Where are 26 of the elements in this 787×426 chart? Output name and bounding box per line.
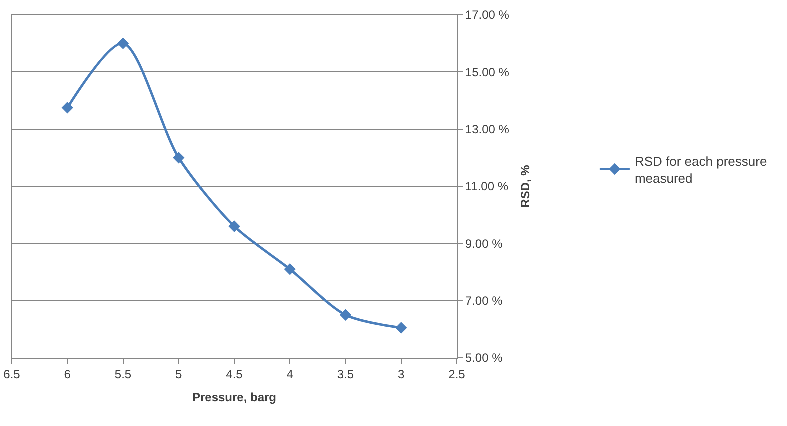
point [396,322,408,334]
x-tick-label: 6 [64,367,72,382]
x-tick-label: 5 [176,367,183,382]
y-tick-label: 9.00 % [465,236,504,251]
x-tick-label: 5.5 [114,367,132,382]
x-tick-label: 3 [398,367,406,382]
x-tick-label: 4.5 [226,367,244,382]
x-tick-label: 4 [286,367,294,382]
point [62,102,74,114]
point [173,152,185,164]
y-tick-label: 17.00 % [465,8,510,22]
y-tick-label: 5.00 % [465,351,504,366]
point [117,38,130,50]
x-axis-title: Pressure, barg [192,390,277,404]
point [340,309,352,321]
y-tick-label: 13.00 % [465,122,510,137]
x-tick-label: 6.5 [4,367,21,382]
x-tick-label: 2.5 [448,367,466,382]
y-tick-label: 7.00 % [465,294,504,308]
y-tick-label: 11.00 % [465,180,509,194]
point [284,264,296,276]
y-tick-label: 15.00 % [465,65,510,80]
y-axis-title: RSD, % [518,164,533,208]
point [228,220,240,232]
legend-label: RSD for each pressure measured [634,154,768,186]
x-tick-label: 3.5 [337,367,354,382]
